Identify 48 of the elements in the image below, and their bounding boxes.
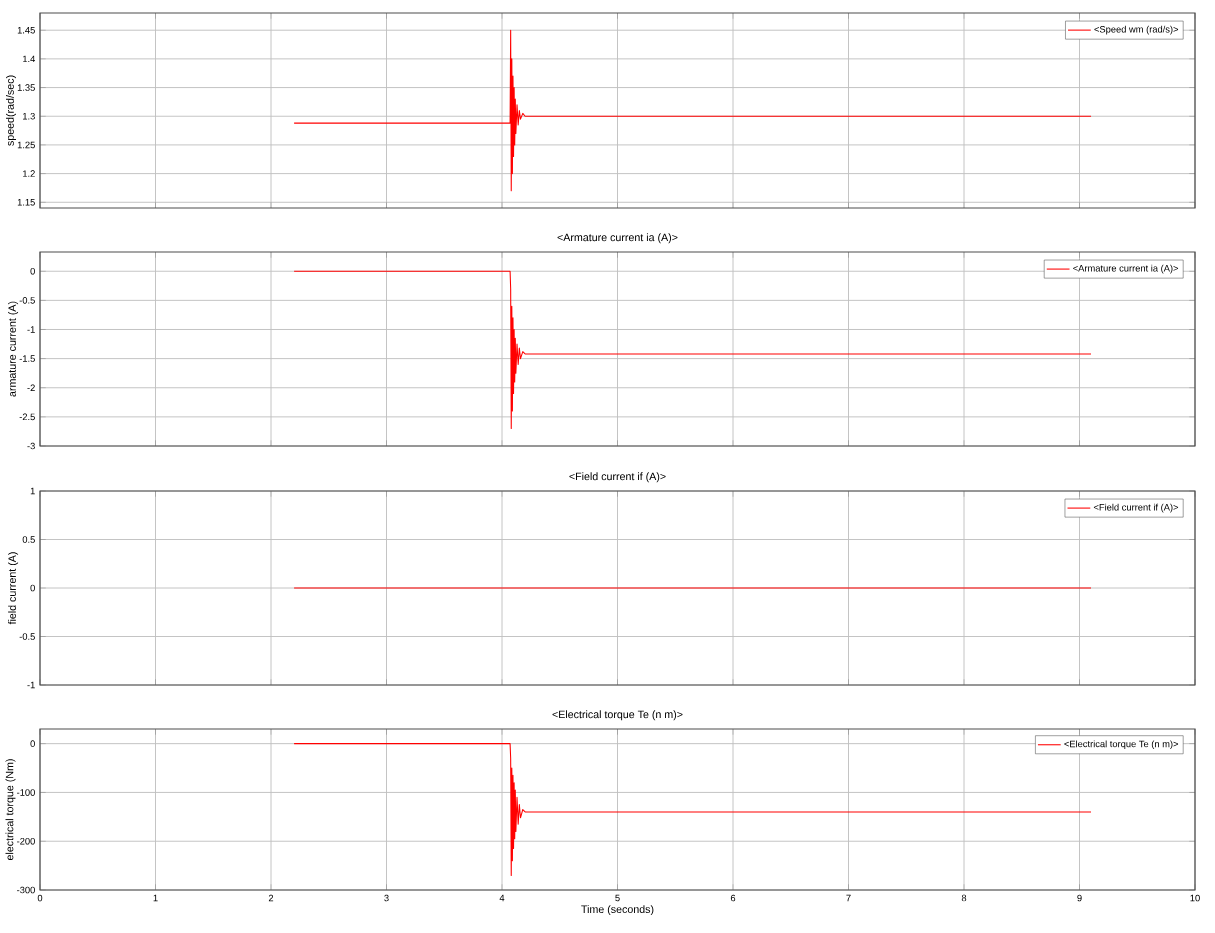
x-tick-label: 9: [1077, 894, 1082, 902]
x-tick-label: 6: [730, 894, 736, 902]
y-tick-label: -0.5: [19, 633, 35, 640]
x-tick-label: 5: [615, 894, 620, 902]
y-tick-label: -2.5: [19, 413, 35, 421]
x-tick-label: 3: [384, 894, 389, 902]
y-tick-label: -3: [27, 442, 35, 450]
y-tick-label: 1.15: [17, 199, 35, 206]
x-axis-title: Time (seconds): [581, 905, 654, 916]
y-axis-title: electrical torque (Nm): [5, 759, 16, 861]
y-tick-label: -1.5: [19, 355, 35, 362]
legend-label: <Speed wm (rad/s)>: [1094, 25, 1179, 35]
y-tick-label: 0: [30, 740, 35, 747]
y-tick-label: -100: [17, 789, 35, 796]
y-tick-label: 1: [30, 487, 35, 495]
legend-label: <Armature current ia (A)>: [1073, 264, 1179, 274]
chart-title: <Field current if (A)>: [569, 472, 666, 483]
chart-title: <Armature current ia (A)>: [557, 233, 678, 244]
y-tick-label: 1.25: [17, 141, 35, 149]
y-tick-label: -200: [17, 837, 35, 845]
y-tick-label: 1.3: [23, 112, 35, 120]
y-tick-label: -0.5: [19, 297, 35, 304]
x-tick-label: 4: [499, 894, 505, 902]
line-series: [293, 29, 1092, 192]
x-tick-label: 10: [1190, 894, 1200, 902]
y-tick-label: 0: [30, 584, 35, 592]
y-axis-title: speed(rad/sec): [6, 75, 16, 146]
legend-label: <Electrical torque Te (n m)>: [1064, 740, 1179, 750]
x-tick-label: 8: [961, 894, 967, 902]
y-tick-label: 0: [30, 267, 35, 275]
x-tick-label: 0: [37, 894, 43, 902]
y-tick-label: -2: [27, 384, 35, 392]
y-tick-label: 1.35: [17, 84, 35, 91]
y-tick-label: 1.2: [23, 170, 35, 177]
y-axis-title: field current (A): [8, 552, 19, 625]
legend-label: <Field current if (A)>: [1093, 503, 1179, 513]
x-tick-label: 1: [153, 894, 158, 902]
y-tick-label: 1.45: [17, 26, 35, 34]
y-tick-label: 1.4: [23, 55, 36, 63]
y-tick-label: -300: [17, 886, 35, 894]
chart-title: <Electrical torque Te (n m)>: [552, 710, 683, 721]
y-tick-label: -1: [27, 326, 35, 333]
line-series: [293, 270, 1092, 430]
x-tick-label: 2: [268, 894, 274, 902]
y-tick-label: 0.5: [22, 536, 35, 543]
y-tick-label: -1: [27, 681, 35, 689]
y-axis-title: armature current (A): [8, 301, 19, 397]
x-tick-label: 7: [846, 894, 851, 902]
